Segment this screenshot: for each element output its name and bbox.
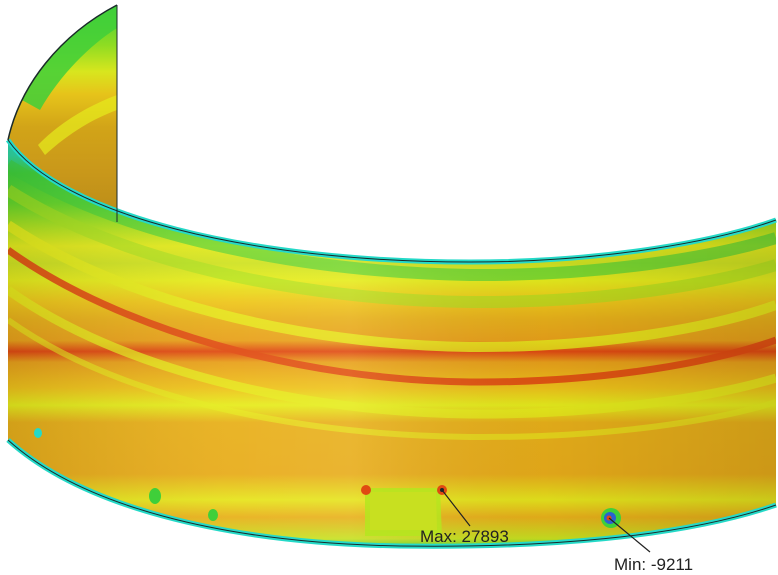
max-value-label: Max: 27893 bbox=[420, 527, 509, 546]
min-value-label: Min: -9211 bbox=[614, 555, 693, 574]
min-leader-line bbox=[608, 517, 651, 553]
inner-band bbox=[22, 5, 117, 110]
back-rim bbox=[7, 4, 118, 141]
bottom-bumps bbox=[34, 428, 218, 521]
inner-band bbox=[38, 95, 117, 155]
max-leader-line bbox=[441, 489, 471, 527]
